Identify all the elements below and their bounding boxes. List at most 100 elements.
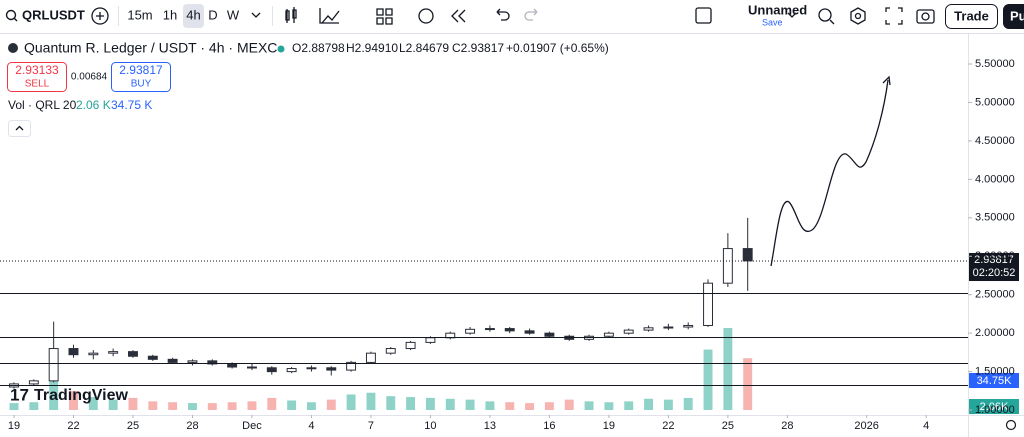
trade-button[interactable] (945, 4, 998, 29)
volume-bar (287, 400, 297, 410)
volume-bar (29, 402, 39, 410)
candle-body (385, 348, 396, 354)
layout-dropdown[interactable] (787, 12, 797, 18)
quick-search-icon (829, 19, 835, 25)
volume-bar (168, 402, 178, 410)
candle-body (524, 330, 535, 334)
candle-body (623, 329, 634, 334)
volume-bar (207, 403, 217, 410)
x-tick-label: 28 (781, 420, 793, 432)
compare-icon (96, 12, 104, 20)
settings-icon[interactable] (850, 7, 866, 25)
y-tick-label: 1.50000 (975, 366, 1015, 378)
indicators-icon[interactable] (319, 8, 340, 24)
candle-body (128, 351, 138, 357)
layout-name[interactable]: Unnamed (748, 2, 807, 17)
candle-body (108, 351, 119, 354)
layout-icon[interactable] (695, 7, 712, 24)
save-label[interactable]: Save (762, 17, 783, 27)
x-tick-label: 13 (484, 420, 496, 432)
quick-search-icon[interactable] (818, 8, 832, 22)
replay-icon[interactable] (451, 9, 466, 23)
interval[interactable]: W (227, 7, 240, 22)
volume-ma-tag (969, 373, 1019, 388)
projection-drawing[interactable] (770, 79, 889, 267)
volume-bar (326, 399, 336, 410)
volume-tag-label: 2.06K (980, 401, 1009, 413)
interval-active-bg (183, 4, 204, 28)
volume-bar (525, 403, 535, 410)
candles (9, 217, 753, 389)
candle-body (683, 324, 694, 328)
undo-icon[interactable] (496, 8, 510, 21)
settings-icon (854, 12, 862, 20)
alert-icon[interactable] (418, 8, 434, 24)
interval[interactable]: 4h (186, 7, 200, 22)
volume-bar (703, 349, 713, 410)
volume-pane (9, 327, 753, 410)
x-tick-label: 25 (722, 420, 734, 432)
symbol-logo (8, 43, 18, 53)
candle-body (742, 248, 753, 262)
toolbar (0, 0, 1024, 33)
symbol[interactable]: QRLUSDT (22, 7, 85, 22)
collapse-legend[interactable] (8, 120, 31, 137)
volume-bar (544, 402, 554, 410)
volume-bar (267, 397, 277, 410)
volume-bar (604, 402, 614, 410)
countdown-label: 02:20:52 (973, 267, 1016, 279)
y-tick-label: 2.00000 (975, 327, 1015, 339)
candle-body (88, 352, 99, 356)
publish-button[interactable] (1003, 4, 1024, 29)
y-tick-label: 3.50000 (975, 212, 1015, 224)
legend-change: +0.01907 (+0.65%) (506, 41, 609, 55)
candle-body (603, 332, 614, 337)
projection-arrowhead (882, 75, 891, 86)
candle-body (227, 363, 238, 368)
buy-button[interactable] (111, 62, 171, 92)
fullscreen-icon[interactable] (885, 7, 903, 25)
search-icon[interactable] (5, 9, 17, 21)
volume-bar (663, 399, 673, 410)
volume-bar (445, 398, 455, 410)
sell-button[interactable] (7, 62, 67, 92)
candle-body (663, 326, 674, 329)
volume-bar (108, 399, 118, 410)
x-tick-label: 19 (8, 420, 20, 432)
volume-bar (366, 392, 376, 410)
buy-price: 2.93817 (119, 63, 163, 77)
chart-type-icon[interactable] (285, 7, 297, 23)
volume-bar (346, 394, 356, 410)
x-tick-label: 25 (127, 420, 139, 432)
logo-mark: 17 (10, 385, 29, 404)
x-tick-label: 4 (923, 420, 929, 432)
volume-bar (624, 401, 634, 410)
volume-bar (564, 399, 574, 410)
templates-icon[interactable] (376, 8, 393, 25)
interval-dropdown[interactable] (251, 12, 261, 18)
redo-icon[interactable] (524, 8, 538, 21)
axis-settings[interactable] (1005, 419, 1017, 431)
volume-bar (69, 391, 78, 410)
volume-bar (386, 396, 396, 410)
candle-body (286, 368, 297, 373)
interval[interactable]: 1h (163, 7, 177, 22)
publish-label: Pu (1010, 8, 1024, 23)
interval[interactable]: D (208, 7, 217, 22)
snapshot-icon (921, 12, 930, 21)
legend-title: Quantum R. Ledger / USDT · 4h · MEXC (24, 40, 277, 56)
candle-body (266, 367, 277, 373)
x-tick-label: 4 (308, 420, 314, 432)
candle-body (28, 380, 39, 385)
legend-high: H2.94910 (346, 41, 398, 55)
candle-body (465, 328, 476, 334)
trade-label: Trade (954, 8, 989, 23)
compare-button[interactable] (91, 7, 109, 25)
interval[interactable]: 15m (127, 7, 152, 22)
candle-body (722, 248, 733, 284)
x-tick-label: Dec (242, 420, 262, 432)
candle-body (484, 328, 495, 331)
snapshot-icon[interactable] (916, 9, 935, 24)
x-tick-label: 10 (424, 420, 436, 432)
